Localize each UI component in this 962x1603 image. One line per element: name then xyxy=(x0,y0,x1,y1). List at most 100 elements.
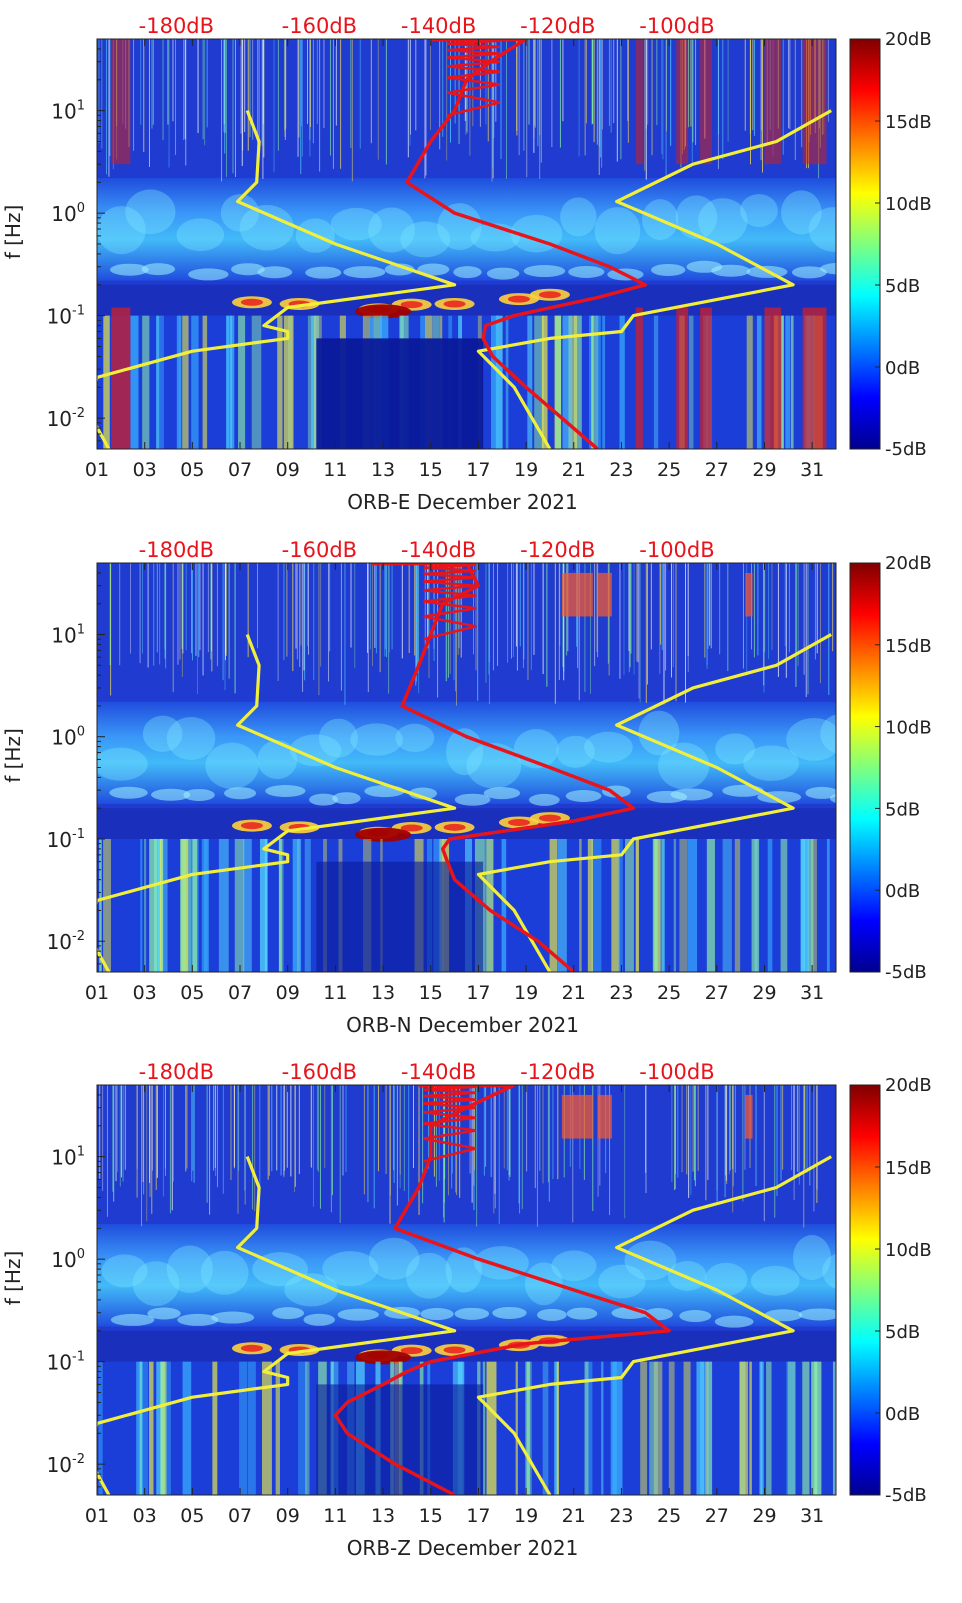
x-tick-label: 25 xyxy=(657,982,681,1004)
colorbar: 20dB 15dB 10dB 5dB 0dB -5dB xyxy=(849,1075,932,1506)
x-tick-label: 11 xyxy=(323,1505,347,1527)
spectrogram-image xyxy=(97,1085,836,1495)
y-tick-label: 10-1 xyxy=(47,827,85,852)
x-tick-label: 11 xyxy=(323,982,347,1004)
x-axis-label: ORB-E December 2021 xyxy=(347,490,578,514)
noise-model-nhnm xyxy=(476,109,832,449)
top-axis-db-label: -120dB xyxy=(520,14,595,38)
colorbar: 20dB 15dB 10dB 5dB 0dB -5dB xyxy=(849,553,932,983)
top-axis-db-label: -140dB xyxy=(401,538,476,562)
x-tick-label: 05 xyxy=(180,982,204,1004)
y-tick-label: 10-1 xyxy=(47,1350,85,1375)
x-tick-label: 13 xyxy=(371,459,395,481)
x-tick-label: 21 xyxy=(562,982,586,1004)
x-axis-label: ORB-N December 2021 xyxy=(346,1013,579,1037)
x-tick-label: 07 xyxy=(228,1505,252,1527)
x-tick-label: 17 xyxy=(466,982,490,1004)
noise-model-nlnm xyxy=(97,110,457,449)
top-axis-db-label: -160dB xyxy=(282,14,357,38)
top-axis-db-label: -160dB xyxy=(282,538,357,562)
spectrogram-image xyxy=(97,563,836,972)
noise-model-nlnm xyxy=(97,633,457,972)
x-tick-label: 17 xyxy=(466,1505,490,1527)
top-axis-db-label: -120dB xyxy=(520,538,595,562)
psd-curve-hf-detail xyxy=(423,1085,477,1163)
x-tick-label: 23 xyxy=(609,459,633,481)
x-tick-label: 09 xyxy=(276,1505,300,1527)
colorbar-tick-label: 20dB xyxy=(885,29,932,50)
x-tick-label: 01 xyxy=(85,982,109,1004)
x-tick-label: 25 xyxy=(657,1505,681,1527)
y-axis-label: f [Hz] xyxy=(1,728,25,783)
x-tick-label: 15 xyxy=(419,982,443,1004)
x-tick-label: 11 xyxy=(323,459,347,481)
colorbar-tick-label: 20dB xyxy=(885,553,932,574)
x-tick-label: 19 xyxy=(514,1505,538,1527)
colorbar-tick-label: 20dB xyxy=(885,1075,932,1096)
x-tick-label: 05 xyxy=(180,459,204,481)
colorbar-tick-label: 0dB xyxy=(885,1404,920,1425)
colorbar-tick-label: 15dB xyxy=(885,1158,932,1179)
panel-2: 01 03 05 07 09 11 13 15 17 19 21 23 25 27 29 31 ORB-N De… xyxy=(1,538,932,1037)
x-tick-label: 23 xyxy=(609,982,633,1004)
colorbar-tick-label: 0dB xyxy=(885,358,920,379)
colorbar-tick-label: 10dB xyxy=(885,194,932,215)
colorbar-tick-label: 15dB xyxy=(885,112,932,133)
colorbar-tick-label: 0dB xyxy=(885,881,920,902)
x-tick-label: 15 xyxy=(419,459,443,481)
panel-1: 01 03 05 07 09 11 13 15 17 19 21 23 25 27 29 31 ORB-E De… xyxy=(1,14,932,514)
colorbar-tick-label: 5dB xyxy=(885,799,920,820)
psd-curve xyxy=(333,1085,671,1495)
colorbar-tick-label: 5dB xyxy=(885,276,920,297)
y-tick-label: 100 xyxy=(51,725,85,750)
x-tick-label: 09 xyxy=(276,982,300,1004)
y-tick-label: 101 xyxy=(51,622,85,647)
noise-model-nlnm xyxy=(97,1156,457,1495)
x-tick-label: 21 xyxy=(562,1505,586,1527)
x-tick-label: 01 xyxy=(85,1505,109,1527)
colorbar-tick-label: 10dB xyxy=(885,1240,932,1261)
psd-curve-hf-detail xyxy=(423,563,477,641)
y-tick-label: 100 xyxy=(51,1247,85,1272)
x-tick-label: 17 xyxy=(466,459,490,481)
y-axis-label: f [Hz] xyxy=(1,205,25,260)
y-axis-label: f [Hz] xyxy=(1,1251,25,1306)
top-axis-db-label: -140dB xyxy=(401,1060,476,1084)
x-tick-label: 21 xyxy=(562,459,586,481)
x-tick-label: 03 xyxy=(133,1505,157,1527)
x-tick-label: 23 xyxy=(609,1505,633,1527)
colorbar-tick-label: -5dB xyxy=(885,962,927,983)
colorbar: 20dB 15dB 10dB 5dB 0dB -5dB xyxy=(849,29,932,460)
top-axis-db-label: -100dB xyxy=(639,538,714,562)
x-tick-label: 19 xyxy=(514,982,538,1004)
x-tick-label: 15 xyxy=(419,1505,443,1527)
x-tick-label: 07 xyxy=(228,459,252,481)
top-axis-db-label: -120dB xyxy=(520,1060,595,1084)
top-axis-db-label: -100dB xyxy=(639,14,714,38)
x-tick-label: 19 xyxy=(514,459,538,481)
panel-3: 01 03 05 07 09 11 13 15 17 19 21 23 25 27 29 31 ORB-Z De… xyxy=(1,1060,932,1560)
top-axis-db-label: -160dB xyxy=(282,1060,357,1084)
x-tick-label: 29 xyxy=(752,1505,776,1527)
x-tick-label: 13 xyxy=(371,982,395,1004)
x-tick-label: 25 xyxy=(657,459,681,481)
colorbar-tick-label: -5dB xyxy=(885,439,927,460)
psd-curve xyxy=(400,563,636,972)
noise-model-nhnm xyxy=(476,633,832,972)
top-axis-db-label: -180dB xyxy=(139,14,214,38)
psd-curve-hf-detail xyxy=(447,39,501,117)
colorbar-tick-label: 5dB xyxy=(885,1322,920,1343)
y-tick-label: 101 xyxy=(51,99,85,124)
x-tick-label: 03 xyxy=(133,459,157,481)
y-tick-label: 10-2 xyxy=(47,929,85,954)
x-axis-label: ORB-Z December 2021 xyxy=(347,1536,579,1560)
noise-model-nhnm xyxy=(476,1155,832,1495)
x-tick-label: 31 xyxy=(800,982,824,1004)
x-tick-label: 27 xyxy=(705,1505,729,1527)
colorbar-tick-label: -5dB xyxy=(885,1485,927,1506)
y-tick-label: 100 xyxy=(51,201,85,226)
x-tick-label: 31 xyxy=(800,459,824,481)
psd-curve xyxy=(405,39,648,449)
top-axis-db-label: -180dB xyxy=(139,1060,214,1084)
